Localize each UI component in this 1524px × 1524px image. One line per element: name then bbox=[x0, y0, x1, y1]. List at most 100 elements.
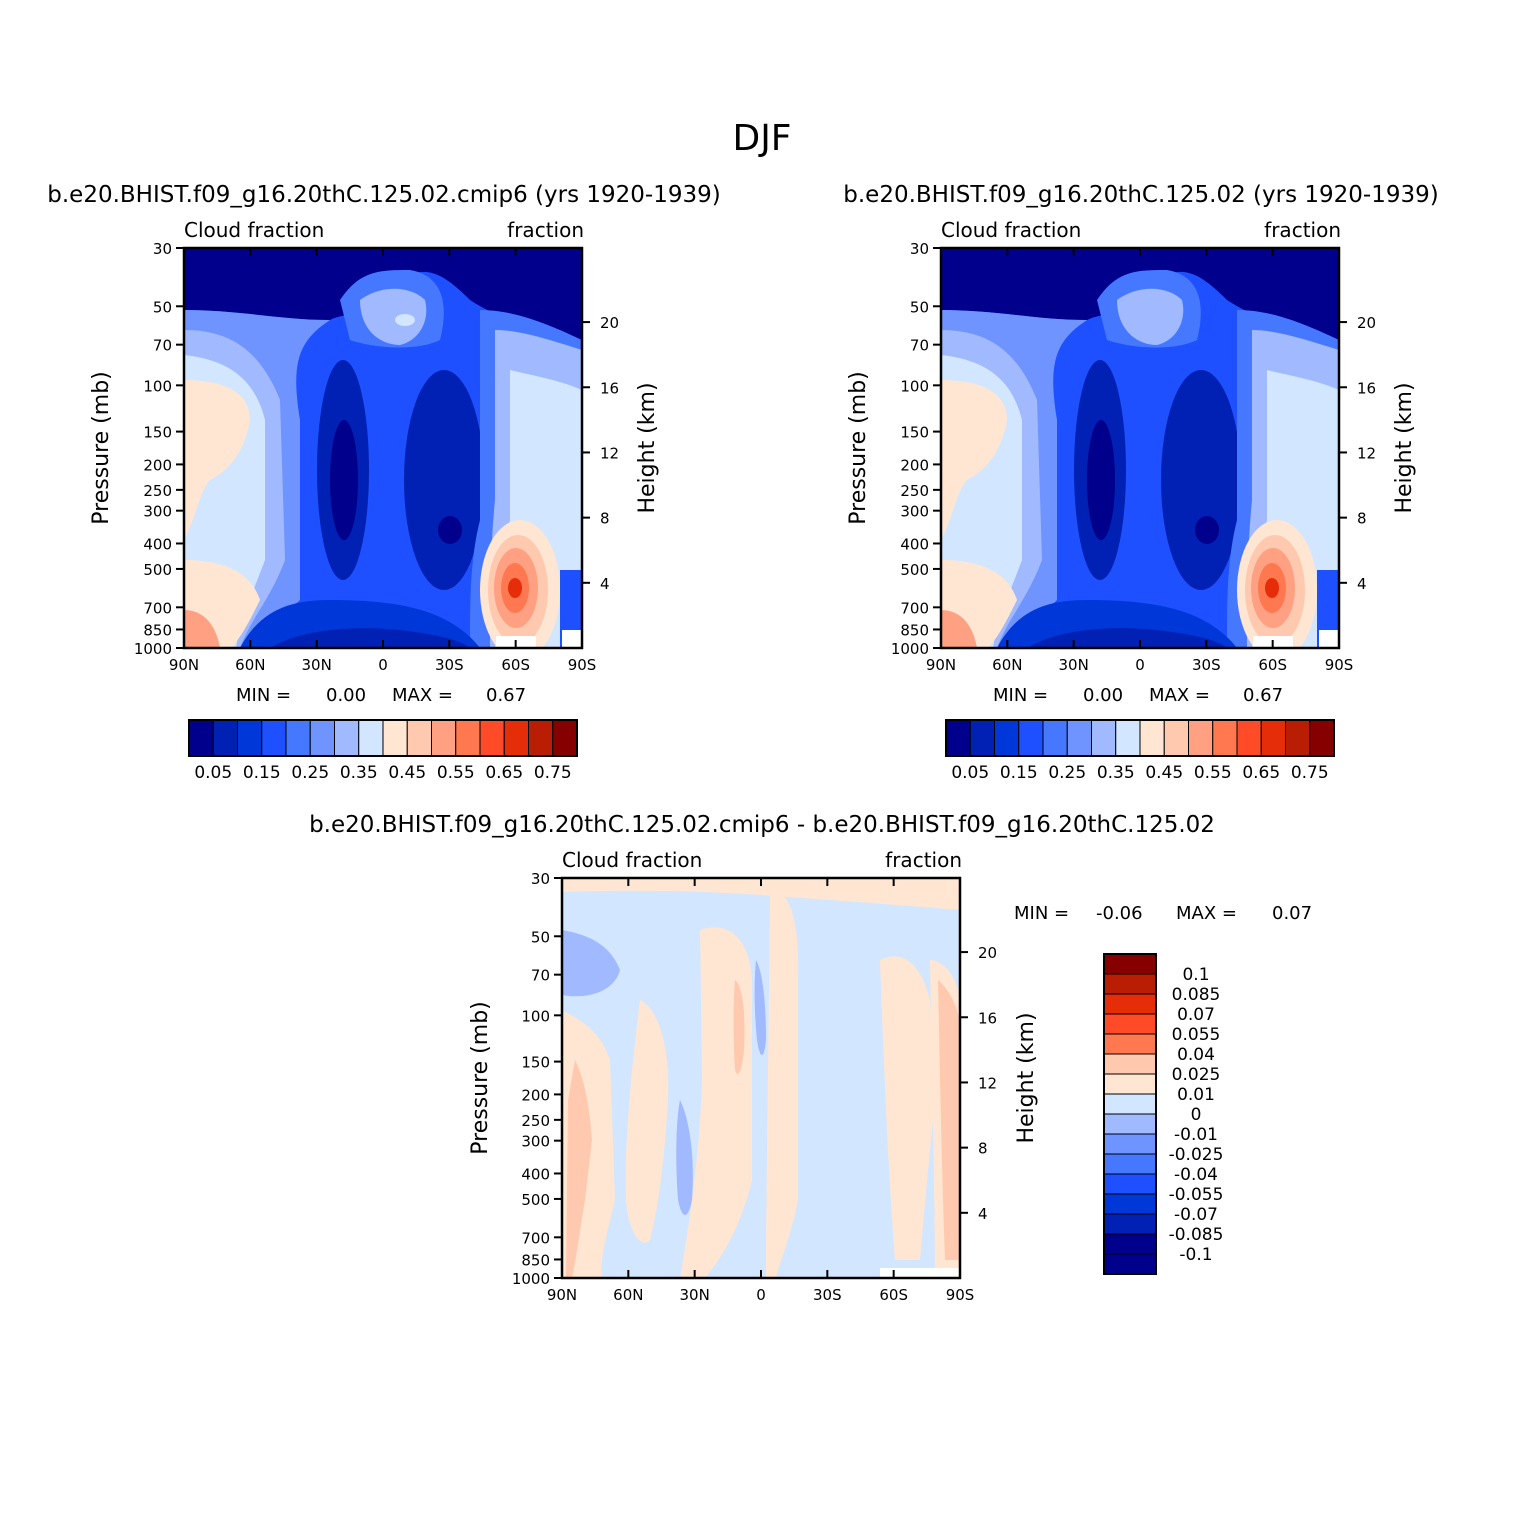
y-tick-label: 50 bbox=[153, 298, 172, 316]
colorbar-label: 0.25 bbox=[1048, 763, 1086, 783]
colorbar-swatch bbox=[1103, 1013, 1157, 1035]
colorbar-swatch bbox=[1260, 719, 1286, 757]
axes-top-left: 90N 60N 30N 0 30S 60S 90S 30 50 70 100 150 200 250 300… bbox=[134, 240, 619, 674]
axes-bottom: 90N 60N 30N 0 30S 60S 90S 30 50 70 100 150 200 250 300… bbox=[512, 870, 997, 1304]
contour-field-top-right bbox=[941, 248, 1339, 648]
y-tick-label: 150 bbox=[900, 424, 929, 442]
y-tick-label: 1000 bbox=[512, 1270, 550, 1288]
colorbar-swatch bbox=[1103, 1233, 1157, 1255]
colorbar-top-right: 0.05 0.15 0.25 0.35 0.45 0.55 0.65 0.75 bbox=[945, 719, 1335, 783]
colorbar-swatch bbox=[334, 719, 360, 757]
x-tick-label: 30S bbox=[435, 656, 464, 674]
colorbar-swatch bbox=[1066, 719, 1092, 757]
colorbar-label: 0.45 bbox=[1145, 763, 1183, 783]
x-tick-label: 60N bbox=[992, 656, 1022, 674]
colorbar-swatch bbox=[1103, 1173, 1157, 1195]
left-label-bottom: Cloud fraction bbox=[562, 848, 702, 872]
colorbar-swatch bbox=[1018, 719, 1044, 757]
colorbar-label: 0.65 bbox=[485, 763, 523, 783]
colorbar-label: 0.25 bbox=[291, 763, 329, 783]
x-tick-label: 0 bbox=[378, 656, 388, 674]
min-value-top-left: 0.00 bbox=[326, 685, 366, 706]
y-tick-label: 50 bbox=[531, 928, 550, 946]
colorbar-swatch bbox=[1103, 1193, 1157, 1215]
colorbar-swatch bbox=[1103, 1093, 1157, 1115]
colorbar-label: 0.75 bbox=[534, 763, 572, 783]
min-value-bottom: -0.06 bbox=[1096, 903, 1143, 924]
colorbar-swatch bbox=[1188, 719, 1214, 757]
colorbar-label: 0.01 bbox=[1177, 1085, 1215, 1105]
y-tick-label: 100 bbox=[143, 377, 172, 395]
min-label-top-right: MIN = bbox=[993, 685, 1048, 706]
panel-title-bottom: b.e20.BHIST.f09_g16.20thC.125.02.cmip6 -… bbox=[309, 812, 1215, 838]
y-tick-label: 300 bbox=[143, 503, 172, 521]
colorbar-swatch bbox=[552, 719, 578, 757]
colorbar-swatch bbox=[994, 719, 1020, 757]
figure-title: DJF bbox=[732, 118, 791, 159]
right-label-bottom: fraction bbox=[885, 848, 962, 872]
colorbar-label: 0.05 bbox=[194, 763, 232, 783]
axes-top-right: 90N 60N 30N 0 30S 60S 90S 30 50 70 100 150 200 250 300… bbox=[891, 240, 1376, 674]
colorbar-swatch bbox=[1103, 1033, 1157, 1055]
colorbar-label: -0.055 bbox=[1169, 1185, 1224, 1205]
colorbar-label: 0.04 bbox=[1177, 1045, 1215, 1065]
x-tick-label: 90S bbox=[568, 656, 597, 674]
colorbar-swatch bbox=[1103, 1213, 1157, 1235]
colorbar-swatch bbox=[1139, 719, 1165, 757]
colorbar-swatch bbox=[406, 719, 432, 757]
y-tick-label: 300 bbox=[900, 503, 929, 521]
colorbar-swatch bbox=[1103, 1053, 1157, 1075]
y-tick-label: 200 bbox=[521, 1086, 550, 1104]
colorbar-top-left: 0.05 0.15 0.25 0.35 0.45 0.55 0.65 0.75 bbox=[188, 719, 578, 783]
y-tick-label: 30 bbox=[531, 870, 550, 888]
y2-tick-label: 12 bbox=[978, 1074, 997, 1092]
y2-tick-label: 20 bbox=[600, 314, 619, 332]
colorbar-outline bbox=[1103, 953, 1157, 1275]
y-tick-label: 200 bbox=[900, 456, 929, 474]
y2-tick-label: 8 bbox=[978, 1140, 988, 1158]
colorbar-swatch bbox=[237, 719, 263, 757]
colorbar-swatch bbox=[479, 719, 505, 757]
colorbar-swatch bbox=[1103, 1073, 1157, 1095]
contour-field-bottom bbox=[562, 878, 960, 1278]
x-tick-label: 0 bbox=[756, 1286, 766, 1304]
y-tick-label: 250 bbox=[521, 1112, 550, 1130]
min-label-top-left: MIN = bbox=[236, 685, 291, 706]
y-tick-label: 400 bbox=[521, 1165, 550, 1183]
colorbar-swatch bbox=[1103, 993, 1157, 1015]
x-tick-label: 30S bbox=[1192, 656, 1221, 674]
colorbar-swatch bbox=[945, 719, 971, 757]
colorbar-label: 0.65 bbox=[1242, 763, 1280, 783]
ylabel-bottom: Pressure (mb) bbox=[468, 1001, 493, 1155]
colorbar-swatch bbox=[1103, 1153, 1157, 1175]
ylabel-top-right: Pressure (mb) bbox=[846, 371, 871, 525]
colorbar-swatch bbox=[1212, 719, 1238, 757]
colorbar-swatch bbox=[1042, 719, 1068, 757]
y-tick-label: 500 bbox=[143, 561, 172, 579]
colorbar-swatch bbox=[1236, 719, 1262, 757]
y-tick-label: 700 bbox=[521, 1229, 550, 1247]
y-tick-label: 150 bbox=[143, 424, 172, 442]
colorbar-swatch bbox=[285, 719, 311, 757]
colorbar-label: 0.55 bbox=[437, 763, 475, 783]
y-tick-label: 250 bbox=[900, 482, 929, 500]
colorbar-label: -0.01 bbox=[1174, 1125, 1218, 1145]
colorbar-label: 0.35 bbox=[340, 763, 378, 783]
colorbar-swatch bbox=[1103, 953, 1157, 975]
y2-tick-label: 8 bbox=[600, 510, 610, 528]
y-tick-label: 30 bbox=[910, 240, 929, 258]
x-tick-label: 30N bbox=[1059, 656, 1089, 674]
y2label-bottom: Height (km) bbox=[1014, 1012, 1039, 1143]
y2-tick-label: 20 bbox=[978, 944, 997, 962]
colorbar-label: 0.45 bbox=[388, 763, 426, 783]
x-tick-label: 60S bbox=[1258, 656, 1287, 674]
y2-tick-label: 16 bbox=[978, 1009, 997, 1027]
colorbar-swatch bbox=[455, 719, 481, 757]
y-tick-label: 700 bbox=[143, 599, 172, 617]
colorbar-label: 0.55 bbox=[1194, 763, 1232, 783]
colorbar-bottom: 0.10.0850.070.0550.040.0250.010-0.01-0.0… bbox=[1103, 953, 1224, 1275]
colorbar-swatch bbox=[1103, 1113, 1157, 1135]
max-label-top-left: MAX = bbox=[392, 685, 453, 706]
colorbar-label: 0.15 bbox=[243, 763, 281, 783]
